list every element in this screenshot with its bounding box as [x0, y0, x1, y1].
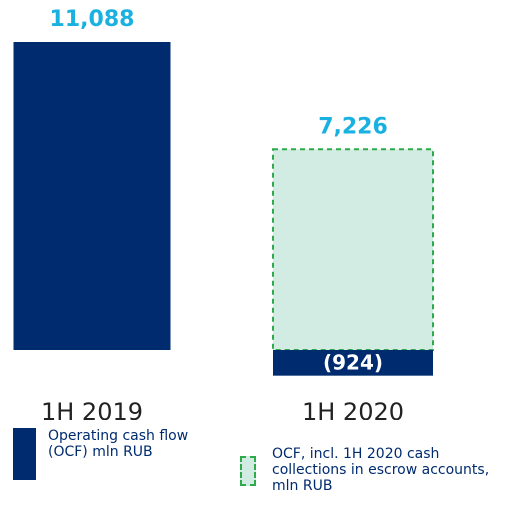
- value-label: 11,088: [50, 7, 135, 32]
- legend-item: OCF, incl. 1H 2020 cash collections in e…: [240, 446, 512, 494]
- legend-label: Operating cash flow (OCF) mln RUB: [48, 428, 189, 460]
- category-label: 1H 2020: [302, 398, 404, 420]
- value-label: (924): [323, 350, 383, 374]
- legend-swatch: [240, 456, 256, 486]
- bar: [13, 42, 171, 350]
- legend-item: Operating cash flow (OCF) mln RUB: [13, 428, 208, 480]
- legend-swatch: [13, 428, 36, 480]
- legend-label: OCF, incl. 1H 2020 cash collections in e…: [272, 446, 490, 494]
- bar: [273, 350, 433, 376]
- category-label: 1H 2019: [41, 398, 143, 420]
- bar: [272, 148, 434, 351]
- chart: 11,088 (924) 7,226 1H 2019 1H 2020: [13, 7, 434, 420]
- value-label: 7,226: [318, 114, 388, 139]
